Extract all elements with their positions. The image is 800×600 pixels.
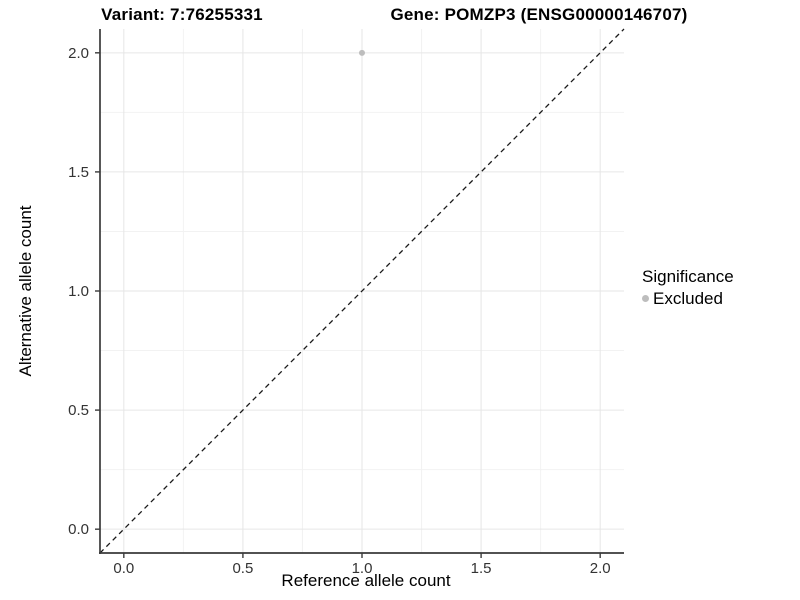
data-point bbox=[359, 49, 365, 56]
x-tick-label: 0.0 bbox=[113, 560, 134, 577]
y-tick-label: 2.0 bbox=[68, 45, 89, 62]
y-tick-label: 1.0 bbox=[68, 283, 89, 300]
x-axis-title: Reference allele count bbox=[281, 571, 451, 590]
y-axis-title: Alternative allele count bbox=[16, 205, 35, 377]
identity-line bbox=[99, 28, 625, 554]
x-tick-label: 1.0 bbox=[352, 560, 373, 577]
x-tick-label: 1.5 bbox=[471, 560, 492, 577]
x-tick-label: 0.5 bbox=[232, 560, 253, 577]
legend-title: Significance bbox=[642, 267, 734, 286]
y-tick-label: 1.5 bbox=[68, 164, 89, 181]
plot-title-gene: Gene: POMZP3 (ENSG00000146707) bbox=[390, 5, 688, 24]
x-tick-label: 2.0 bbox=[590, 560, 611, 577]
plot-title-variant: Variant: 7:76255331 bbox=[101, 5, 263, 24]
legend-item-label: Excluded bbox=[653, 289, 723, 308]
y-tick-label: 0.0 bbox=[68, 521, 89, 538]
legend-point-icon bbox=[642, 295, 649, 302]
legend-item: Excluded bbox=[642, 288, 734, 309]
y-tick-label: 0.5 bbox=[68, 402, 89, 419]
legend: Significance Excluded bbox=[642, 266, 734, 309]
